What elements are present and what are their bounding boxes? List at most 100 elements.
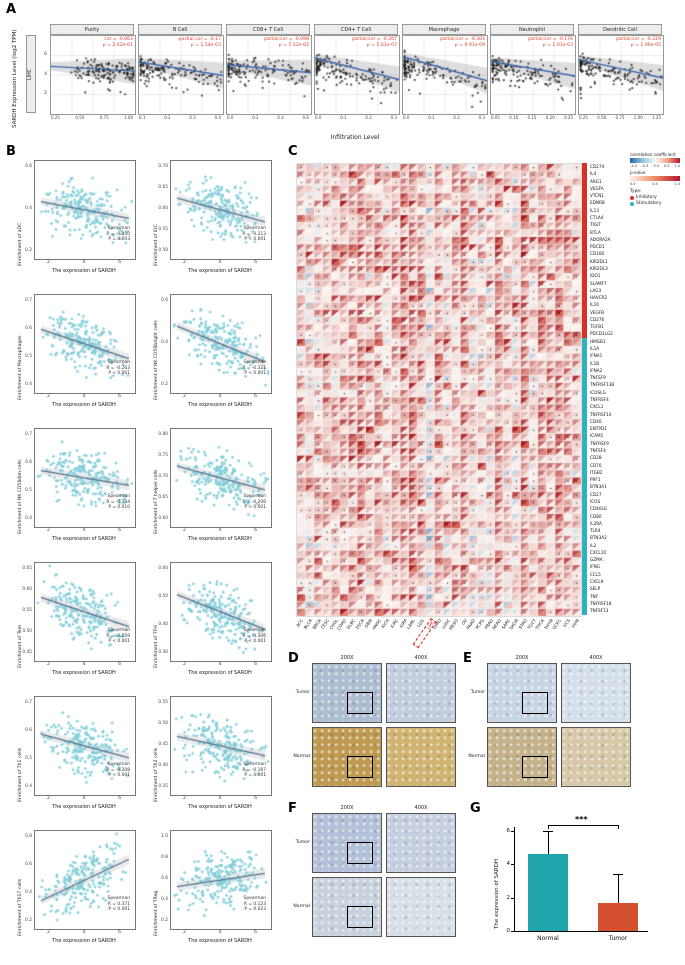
x-tick: 4: [218, 260, 222, 265]
scatter-canvas: [170, 294, 272, 394]
stimulatory-label: Stimulatory: [636, 201, 662, 206]
legend-pvalue-gradient: [630, 176, 680, 181]
gene-label: TNFSF9: [590, 375, 606, 381]
x-tick: 4: [82, 260, 86, 265]
stat-method: Spearman: [107, 494, 130, 499]
x-tick: 6: [118, 260, 121, 265]
correlation-stats: partial.cor = -0.098 p = 7.12e-02: [264, 37, 309, 49]
scatter-canvas: [402, 35, 488, 115]
panel-label-f: F: [288, 801, 297, 816]
x-tick: 6: [118, 528, 121, 533]
gene-label: CXCL9: [590, 579, 604, 585]
x-tick-labels: 2 4 6: [34, 930, 134, 935]
gene-label: ARG1: [590, 178, 602, 184]
y-tick: 0.45: [22, 650, 32, 655]
x-tick: 4: [218, 528, 222, 533]
x-tick: 0.75: [615, 115, 625, 120]
immune-heatmap-canvas: [296, 163, 582, 617]
gene-label: CD276: [590, 316, 605, 322]
ihc-image-tumor-400x: [386, 813, 456, 873]
stat-method: Spearman: [243, 226, 266, 231]
gene-labels: CD274 IL4 ARG1 VEGFA VTCN1 EDNRB IL13 CTLA4 TIGI…: [590, 163, 628, 614]
x-tick: 0.1: [340, 115, 347, 120]
y-tick: 0.5: [25, 756, 32, 761]
y-tick: 0.2: [161, 918, 168, 923]
gene-label: TNFRSF9: [590, 440, 609, 446]
gene-label: IL1B: [590, 360, 600, 366]
y-tick-mark: [511, 897, 514, 899]
magnification-label: 400X: [589, 655, 603, 661]
b-x-axis-label: The expression of SARDH: [52, 804, 116, 810]
legend-tick: 1.0: [674, 164, 680, 168]
y-tick: 0.5: [25, 488, 32, 493]
spearman-stats: Spearman R = -0.212 P < 0.001: [242, 226, 266, 243]
x-tick: 0.50: [597, 115, 607, 120]
correlation-stats: partial.cor = -0.229 p = 1.96e-05: [616, 37, 661, 49]
gene-label: PDCD1: [590, 244, 605, 250]
legend-tick: 0.0: [653, 164, 659, 168]
legend-entry-inhibitory: Inhibitory: [630, 195, 684, 200]
gene-label: TNFSF4: [590, 447, 606, 453]
b-y-axis-label: Enrichment of NK CD56dim cells: [18, 459, 23, 534]
stat-p: P < 0.001: [244, 237, 266, 243]
stat-r: R = -0.150: [106, 231, 130, 237]
y-tick: 0.40: [158, 763, 168, 768]
x-tick: 4: [82, 796, 86, 801]
panel-a-facet: LIHC: [26, 35, 36, 113]
gene-label: ICOSLG: [590, 389, 606, 395]
scatter-canvas: [170, 160, 272, 260]
x-tick-labels: 0.1 0.2 0.3 0.4: [138, 115, 222, 120]
ihc-image-normal-400x: [561, 727, 631, 787]
error-bar-cap: [613, 874, 623, 876]
panel-b-subplot-11: Enrichment of TReg 1.0 0.8 0.6 0.4 0.2 2 4 6 The …: [144, 826, 276, 960]
x-tick: 4: [218, 662, 222, 667]
y-tick: 0.40: [158, 622, 168, 627]
stat-cor: partial.cor = -0.176: [527, 37, 573, 42]
spearman-stats: Spearman R = 0.371 P < 0.001: [108, 896, 130, 913]
y-tick: 0.7: [25, 700, 32, 705]
stat-r: R = 0.123: [243, 901, 266, 907]
legend-tick: 1.0: [674, 182, 680, 186]
roi-box: [347, 906, 373, 928]
gene-label: BTN3A1: [590, 484, 607, 490]
x-tick: 2: [183, 394, 186, 399]
legend-scale-label: correlation coefficient: [630, 152, 676, 157]
y-tick: 0.65: [158, 185, 168, 190]
legend-type-label: Type:: [630, 189, 642, 194]
scatter-canvas: [138, 35, 224, 115]
gene-type-band: [582, 163, 587, 615]
bar-category-label: Normal: [537, 935, 559, 942]
gene-label: TNFRSF18: [590, 600, 612, 606]
panel-b-subplot-4: Enrichment of NK CD56dim cells 0.7 0.6 0.5 0…: [8, 424, 140, 558]
panel-g: G The expression of SARDH 0 2 4 6 Normal Tumo…: [468, 801, 684, 963]
gene-label: CXCL10: [590, 549, 607, 555]
panel-a-subplot-2: CD8+ T Cell partial.cor = -0.098 p = 7.12e…: [226, 24, 312, 124]
magnification-label: 400X: [414, 805, 428, 811]
scatter-canvas: [170, 562, 272, 662]
gene-label: TNFRSF14: [590, 411, 612, 417]
correlation-stats: partial.cor = -0.267 p = 5.01e-07: [352, 37, 397, 49]
gene-label: TNFRSF4: [590, 397, 609, 402]
stat-p: p = 9.91e-09: [454, 42, 485, 48]
y-tick: 0.75: [158, 453, 168, 458]
roi-box: [522, 692, 548, 714]
scatter-canvas: [490, 35, 576, 115]
stat-method: Spearman: [243, 360, 266, 365]
x-tick: 6: [254, 528, 257, 533]
y-tick: 0.70: [158, 164, 168, 169]
row-label-tumor: Tumor: [295, 690, 310, 695]
stat-method: Spearman: [243, 762, 266, 767]
gene-label: PRF1: [590, 477, 601, 483]
gene-label: CXCL1: [590, 404, 604, 410]
y-tick-mark: [511, 864, 514, 866]
stat-r: R = -0.206: [242, 499, 266, 505]
x-tick-labels: 0.0 0.1 0.2 0.3: [314, 115, 398, 120]
panel-b-subplot-1: Enrichment of iDC 0.70 0.65 0.60 0.55 0.50 2 4 6…: [144, 156, 276, 290]
stat-r: R = -0.259: [106, 633, 130, 639]
panel-b-subplot-0: Enrichment of aDC 0.6 0.4 0.2 2 4 6 The express…: [8, 156, 140, 290]
x-tick: 0.2: [453, 115, 460, 120]
panel-f: F 200X 400X Tumor Normal: [288, 801, 468, 949]
facet-title: Neutrophil: [490, 24, 574, 35]
gene-label: PDCD1LG2: [590, 331, 613, 337]
